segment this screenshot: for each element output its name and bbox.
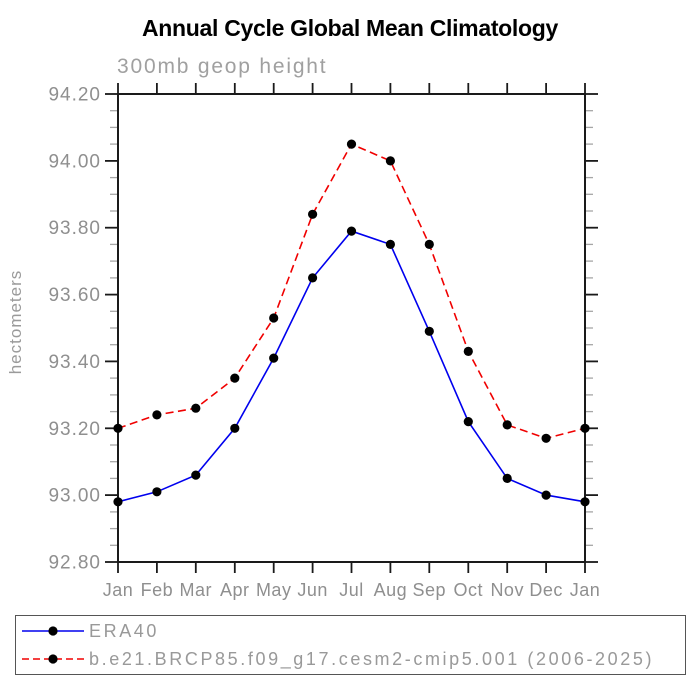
chart-title: Annual Cycle Global Mean Climatology <box>141 15 559 41</box>
legend-sample-solid-line-icon <box>22 626 84 636</box>
svg-text:93.20: 93.20 <box>48 419 101 440</box>
svg-text:93.00: 93.00 <box>48 486 101 507</box>
svg-text:Oct: Oct <box>454 580 484 600</box>
svg-text:92.80: 92.80 <box>48 553 101 574</box>
legend-label-cesm2: b.e21.BRCP85.f09_g17.cesm2-cmip5.001 (20… <box>89 648 655 669</box>
svg-text:Feb: Feb <box>141 580 174 600</box>
svg-text:May: May <box>256 580 292 600</box>
svg-text:93.60: 93.60 <box>48 285 101 306</box>
chart-subtitle: 300mb geop height <box>117 55 328 78</box>
svg-text:Jul: Jul <box>339 580 364 600</box>
svg-text:Jun: Jun <box>297 580 328 600</box>
svg-text:Aug: Aug <box>374 580 408 600</box>
svg-text:Jan: Jan <box>570 580 601 600</box>
legend-box: ERA40 b.e21.BRCP85.f09_g17.cesm2-cmip5.0… <box>15 615 686 675</box>
svg-text:94.00: 94.00 <box>48 151 101 172</box>
legend-sample-dashed-line-icon <box>22 654 84 664</box>
svg-text:Apr: Apr <box>220 580 250 600</box>
svg-text:94.20: 94.20 <box>48 85 101 106</box>
legend-item-cesm2: b.e21.BRCP85.f09_g17.cesm2-cmip5.001 (20… <box>21 646 685 672</box>
svg-text:93.80: 93.80 <box>48 218 101 239</box>
plot-area: 92.80 93.00 93.20 93.40 93.60 93.80 94.00 94.20… <box>48 83 601 600</box>
legend-item-era40: ERA40 <box>21 618 685 644</box>
svg-text:Nov: Nov <box>490 580 524 600</box>
svg-text:Dec: Dec <box>529 580 563 600</box>
svg-text:93.40: 93.40 <box>48 352 101 373</box>
legend-label-era40: ERA40 <box>89 620 160 641</box>
svg-text:Sep: Sep <box>413 580 447 600</box>
svg-text:Jan: Jan <box>103 580 134 600</box>
svg-text:Mar: Mar <box>180 580 213 600</box>
